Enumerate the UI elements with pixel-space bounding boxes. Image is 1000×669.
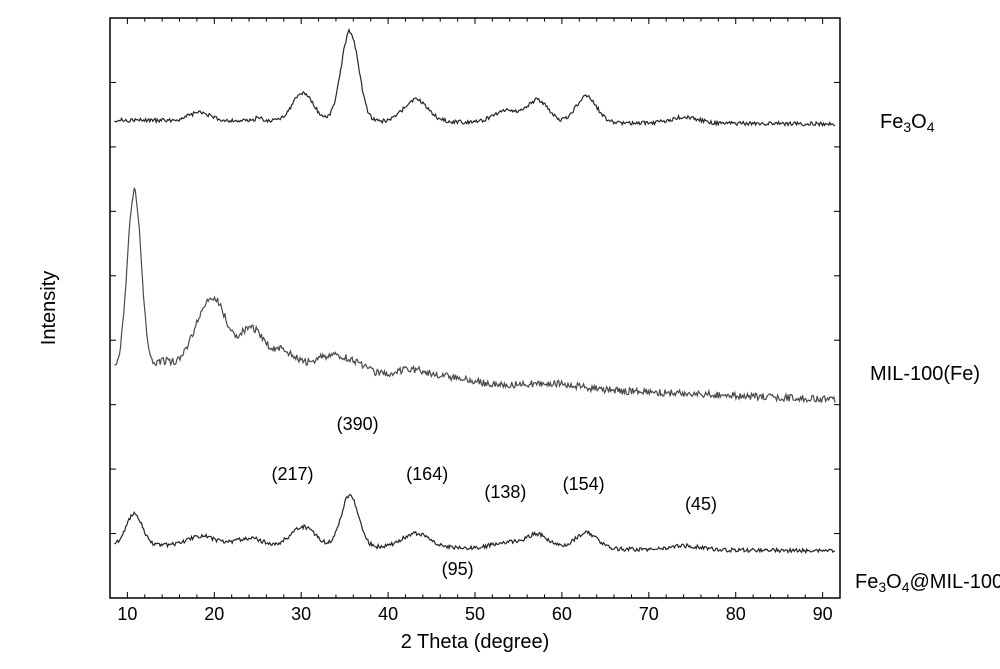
series-label-Fe3O4@MIL-100(Fe): Fe3O4@MIL-100(Fe) — [855, 571, 1000, 595]
x-tick-label: 30 — [291, 604, 311, 624]
series-MIL-100(Fe) — [114, 189, 835, 403]
xrd-chart: 10 20 30 40 50 60 70 80 90 (390) (217) (164) (138) (… — [0, 0, 1000, 669]
peak-annotation: (217) — [271, 464, 313, 484]
series-Fe3O4 — [114, 30, 835, 126]
x-axis-label: 2 Theta (degree) — [401, 631, 550, 653]
series-label-Fe3O4: Fe3O4 — [880, 111, 935, 135]
peak-annotation: (95) — [442, 559, 474, 579]
x-tick-label: 40 — [378, 604, 398, 624]
x-tick-label: 90 — [813, 604, 833, 624]
x-tick-label: 50 — [465, 604, 485, 624]
peak-annotation: (164) — [406, 464, 448, 484]
peak-annotation: (45) — [685, 494, 717, 514]
series-Fe3O4@MIL-100(Fe) — [114, 495, 835, 553]
x-tick-label: 60 — [552, 604, 572, 624]
y-axis-label: Intensity — [38, 271, 60, 345]
x-tick-label: 20 — [204, 604, 224, 624]
series-label-MIL-100(Fe): MIL-100(Fe) — [870, 363, 980, 385]
x-tick-label: 10 — [117, 604, 137, 624]
x-tick-label: 80 — [726, 604, 746, 624]
peak-annotation: (390) — [337, 414, 379, 434]
peak-annotation: (138) — [484, 482, 526, 502]
peak-annotation: (154) — [563, 474, 605, 494]
x-tick-label: 70 — [639, 604, 659, 624]
